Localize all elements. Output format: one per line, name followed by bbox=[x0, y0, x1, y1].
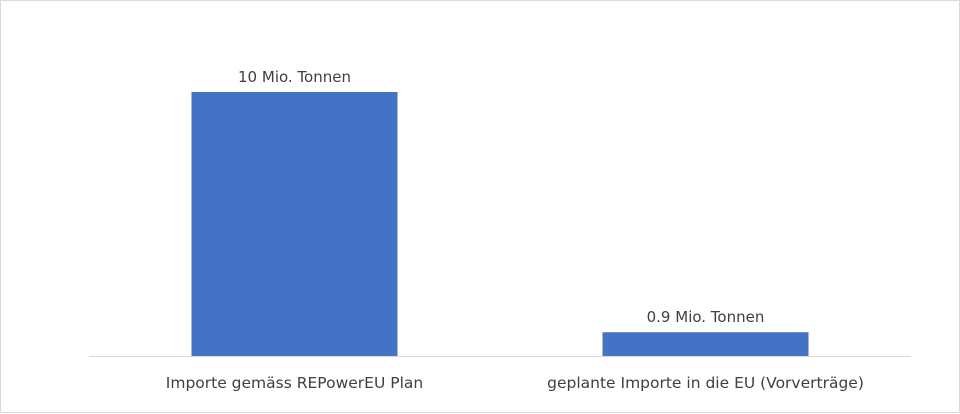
data-label-1: 10 Mio. Tonnen bbox=[238, 68, 351, 86]
category-label-2: geplante Importe in die EU (Vorverträge) bbox=[547, 374, 864, 392]
data-label-2: 0.9 Mio. Tonnen bbox=[647, 308, 765, 326]
category-label-1: Importe gemäss REPowerEU Plan bbox=[166, 374, 423, 392]
bar-1 bbox=[191, 92, 398, 356]
bar-2 bbox=[602, 332, 809, 356]
